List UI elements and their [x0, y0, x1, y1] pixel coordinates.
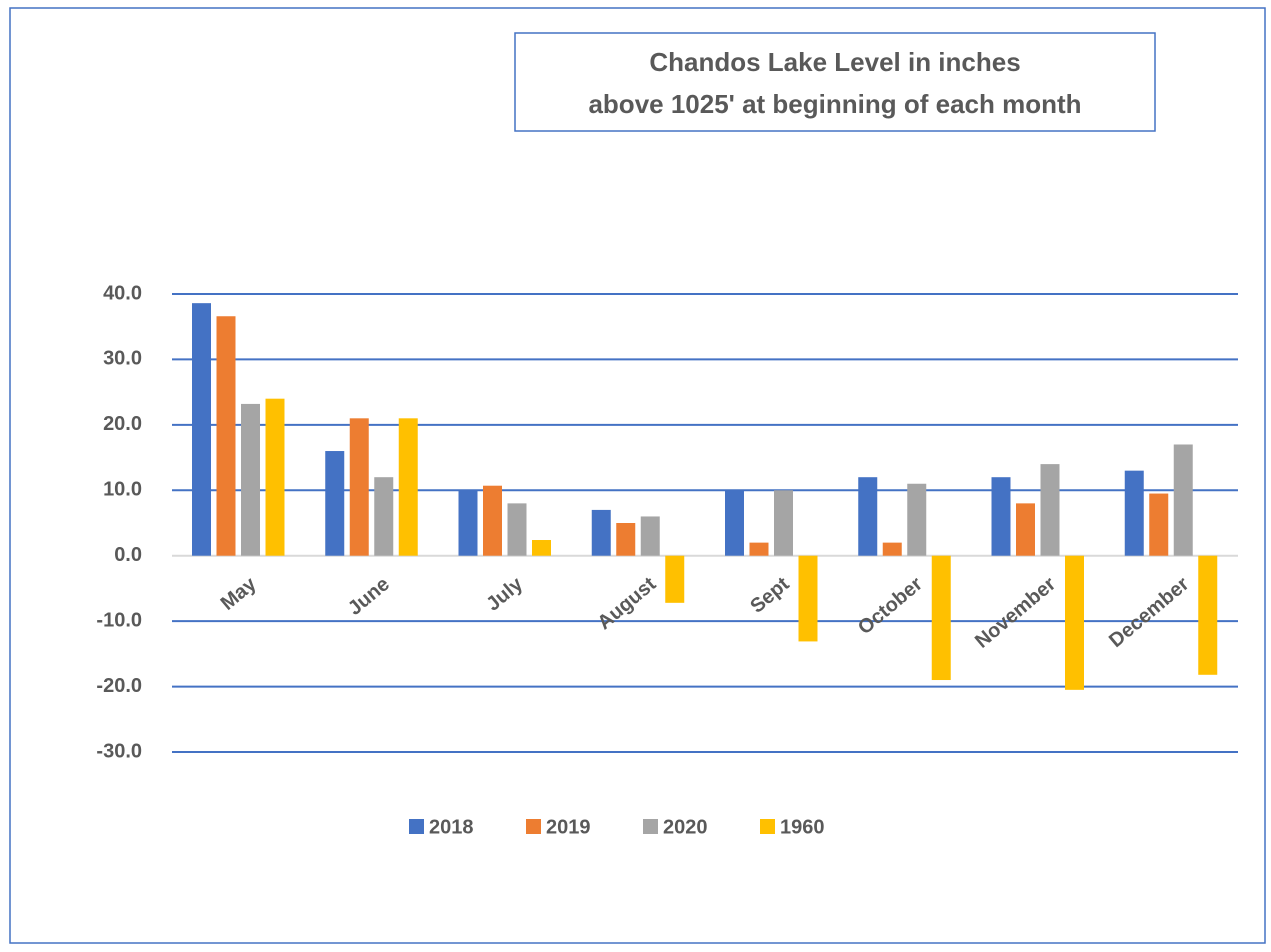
bar	[398, 418, 418, 556]
legend-label: 2018	[429, 816, 474, 838]
bar	[265, 398, 285, 556]
bar	[458, 490, 478, 556]
bar	[665, 555, 685, 603]
bar	[216, 316, 236, 556]
bar	[507, 503, 527, 556]
chart-title: Chandos Lake Level in inches	[649, 47, 1020, 77]
legend-swatch	[643, 819, 658, 834]
legend-label: 2020	[663, 816, 708, 838]
bar	[991, 477, 1011, 556]
bar	[325, 451, 345, 556]
legend-swatch	[760, 819, 775, 834]
bar	[907, 483, 927, 556]
bar	[858, 477, 878, 556]
bar	[483, 485, 502, 556]
bar	[349, 418, 369, 556]
y-tick-label: -10.0	[96, 609, 142, 631]
bar	[749, 542, 769, 556]
bar	[798, 555, 818, 642]
y-tick-label: 10.0	[103, 479, 142, 501]
y-tick-label: 30.0	[103, 348, 142, 370]
legend-label: 2019	[546, 816, 591, 838]
legend-label: 1960	[780, 816, 825, 838]
bar	[931, 555, 951, 681]
bar	[1173, 444, 1193, 556]
bar	[241, 403, 260, 556]
bar	[1149, 493, 1169, 556]
y-tick-label: -20.0	[96, 675, 142, 697]
y-tick-label: 20.0	[103, 413, 142, 435]
bar	[192, 303, 211, 556]
y-tick-label: 40.0	[103, 282, 142, 304]
bar	[1124, 470, 1144, 556]
bar	[725, 490, 744, 556]
bar	[616, 523, 636, 556]
bar	[532, 540, 551, 556]
bar	[374, 477, 394, 556]
chart-title: above 1025' at beginning of each month	[588, 89, 1081, 119]
bar	[1016, 503, 1035, 556]
bar	[1065, 555, 1084, 690]
y-tick-label: -30.0	[96, 740, 142, 762]
bar	[591, 509, 611, 556]
bar	[1198, 555, 1218, 675]
bar	[640, 516, 660, 556]
bar	[1040, 464, 1060, 556]
legend-swatch	[409, 819, 424, 834]
title-box	[514, 32, 1156, 132]
legend-swatch	[526, 819, 541, 834]
bar	[882, 542, 902, 556]
bar	[774, 490, 793, 556]
y-tick-label: 0.0	[114, 544, 142, 566]
